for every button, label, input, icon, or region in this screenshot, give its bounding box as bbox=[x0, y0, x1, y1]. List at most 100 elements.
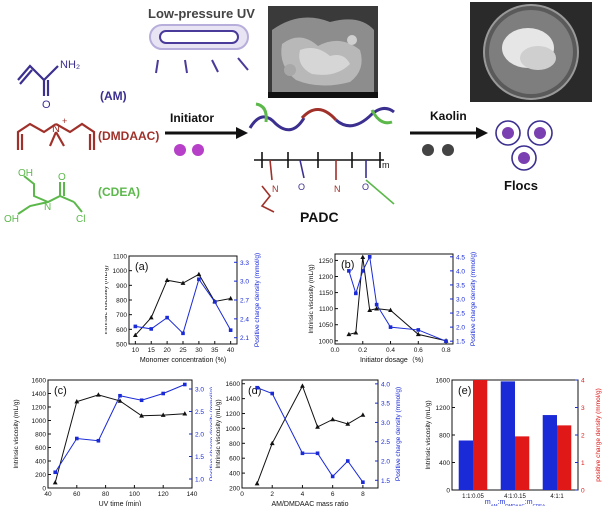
right-tick-label: 1.5 bbox=[381, 478, 390, 485]
data-point-triangle bbox=[180, 280, 186, 285]
data-point-square bbox=[139, 398, 144, 403]
data-point-square bbox=[161, 391, 165, 396]
x-axis-title: AM/DMDAAC mass ratio bbox=[271, 501, 348, 506]
data-point-square bbox=[388, 325, 393, 329]
data-point-square bbox=[165, 315, 169, 320]
panel-label: (a) bbox=[135, 261, 148, 273]
x-tick-label: 10 bbox=[132, 347, 140, 354]
x-axis-title: Monomer concentration (%) bbox=[140, 357, 226, 364]
flocs-label: Flocs bbox=[504, 178, 538, 193]
x-axis-title-part: :m bbox=[498, 499, 506, 506]
left-tick-label: 1050 bbox=[319, 322, 334, 329]
padc-structure bbox=[254, 152, 395, 213]
right-tick-label: 2.7 bbox=[240, 298, 249, 305]
data-point-square bbox=[300, 451, 305, 456]
cdea-oh2-label: OH bbox=[4, 214, 19, 225]
uv-lamp-icon bbox=[149, 24, 249, 74]
left-tick-label: 1200 bbox=[319, 274, 334, 281]
data-point-triangle bbox=[360, 254, 366, 260]
chart-panel-c: (c) 0 200 400 600 800 1000 1200 1400 1600 1.0 1.5 2.… bbox=[2, 374, 216, 509]
left-tick-label: 1200 bbox=[32, 405, 47, 412]
y-left-axis-title: Intrinsic viscosity (mL/g) bbox=[308, 264, 315, 333]
chart-e: (e) 0 400 800 1200 1600 0 1 2 3 4 Intrinsic viscosi… bbox=[425, 378, 602, 508]
x-tick-label: 2 bbox=[270, 491, 274, 498]
series-line bbox=[54, 394, 185, 483]
data-point-square bbox=[374, 302, 379, 307]
kaolin-arrow-icon bbox=[410, 127, 488, 156]
left-tick-label: 0 bbox=[446, 488, 450, 495]
x-tick-label: 0 bbox=[240, 491, 244, 498]
data-point-triangle bbox=[360, 412, 366, 417]
uv-label: Low-pressure UV bbox=[148, 6, 255, 21]
data-point-square bbox=[181, 331, 185, 336]
data-point-triangle bbox=[196, 271, 202, 277]
cdea-n-label: N bbox=[44, 202, 51, 213]
right-tick-label: 2.5 bbox=[381, 439, 390, 446]
data-point-triangle bbox=[139, 413, 144, 418]
data-point-triangle bbox=[315, 424, 320, 429]
chart-panel-e: (e) 0 400 800 1200 1600 0 1 2 3 4 Intrinsic viscosi… bbox=[408, 374, 602, 508]
x-axis-title-part: DMDAAC bbox=[505, 503, 525, 507]
dmdaac-label: (DMDAAC) bbox=[98, 129, 159, 143]
data-point-triangle bbox=[96, 392, 101, 397]
padc-n2-label: N bbox=[334, 184, 341, 194]
right-tick-label: 4.5 bbox=[456, 254, 465, 261]
x-tick-label: 35 bbox=[211, 347, 219, 354]
left-tick-label: 1250 bbox=[319, 258, 334, 265]
left-tick-label: 1000 bbox=[113, 268, 128, 275]
data-point-triangle bbox=[367, 307, 373, 313]
dmdaac-structure bbox=[16, 122, 96, 150]
right-tick-label: 3 bbox=[581, 405, 585, 412]
right-tick-label: 4 bbox=[581, 378, 585, 385]
x-axis-title: mAM:mDMDAAC:mCDEA bbox=[485, 499, 545, 506]
x-axis-title-part: :m bbox=[525, 499, 533, 506]
beaker-photo bbox=[470, 2, 592, 102]
x-tick-label: 0.0 bbox=[330, 347, 339, 354]
data-point-square bbox=[197, 277, 201, 282]
initiator-arrow-icon bbox=[165, 127, 248, 156]
initiator-label: Initiator bbox=[170, 111, 214, 125]
chart-a: (a) 500 600 700 800 900 1000 1100 2.1 2.4 2.7 3.0 3.… bbox=[102, 253, 261, 364]
data-point-square bbox=[444, 339, 448, 343]
left-tick-label: 400 bbox=[229, 471, 240, 478]
category-label: 1:1:0.05 bbox=[462, 494, 484, 500]
x-tick-label: 120 bbox=[158, 491, 169, 498]
data-point-square bbox=[96, 438, 101, 443]
data-point-square bbox=[345, 459, 350, 463]
data-point-triangle bbox=[228, 295, 234, 301]
y-right-axis-title: Positive charge density (mmol/g) bbox=[254, 253, 261, 347]
left-tick-label: 1200 bbox=[436, 405, 451, 412]
x-tick-label: 15 bbox=[148, 347, 156, 354]
right-tick-label: 3.0 bbox=[195, 387, 204, 394]
series-line bbox=[256, 384, 364, 484]
dmdaac-n-label: N bbox=[52, 123, 60, 135]
left-tick-label: 600 bbox=[116, 327, 127, 334]
series-line bbox=[256, 387, 364, 483]
x-tick-label: 30 bbox=[195, 347, 203, 354]
am-o-label: O bbox=[42, 99, 51, 111]
category-label: 4:1:0.15 bbox=[504, 494, 526, 500]
y-left-axis-title: Intrinsic viscosity (mL/g) bbox=[13, 399, 20, 468]
panel-label: (c) bbox=[54, 385, 67, 397]
x-tick-label: 0.6 bbox=[414, 347, 423, 354]
data-point-triangle bbox=[148, 315, 154, 320]
data-point-square bbox=[416, 328, 421, 332]
left-tick-label: 1100 bbox=[319, 306, 333, 313]
polymer-chain-icon bbox=[248, 102, 395, 132]
data-point-triangle bbox=[254, 480, 260, 486]
left-tick-label: 900 bbox=[116, 283, 127, 290]
bar bbox=[542, 415, 557, 490]
data-point-triangle bbox=[52, 480, 58, 485]
data-point-triangle bbox=[330, 416, 336, 422]
data-point-square bbox=[360, 269, 365, 273]
cdea-o-label: O bbox=[58, 172, 66, 183]
right-tick-label: 3.3 bbox=[240, 260, 249, 267]
data-point-triangle bbox=[388, 307, 393, 313]
right-tick-label: 2 bbox=[581, 433, 585, 440]
right-tick-label: 2.5 bbox=[456, 311, 465, 318]
left-tick-label: 1100 bbox=[113, 254, 127, 261]
x-tick-label: 40 bbox=[44, 491, 52, 498]
left-tick-label: 0 bbox=[42, 486, 46, 493]
y-left-axis-title: Intrinsic viscosity (mL/g) bbox=[215, 399, 222, 468]
x-tick-label: 0.4 bbox=[386, 347, 395, 354]
